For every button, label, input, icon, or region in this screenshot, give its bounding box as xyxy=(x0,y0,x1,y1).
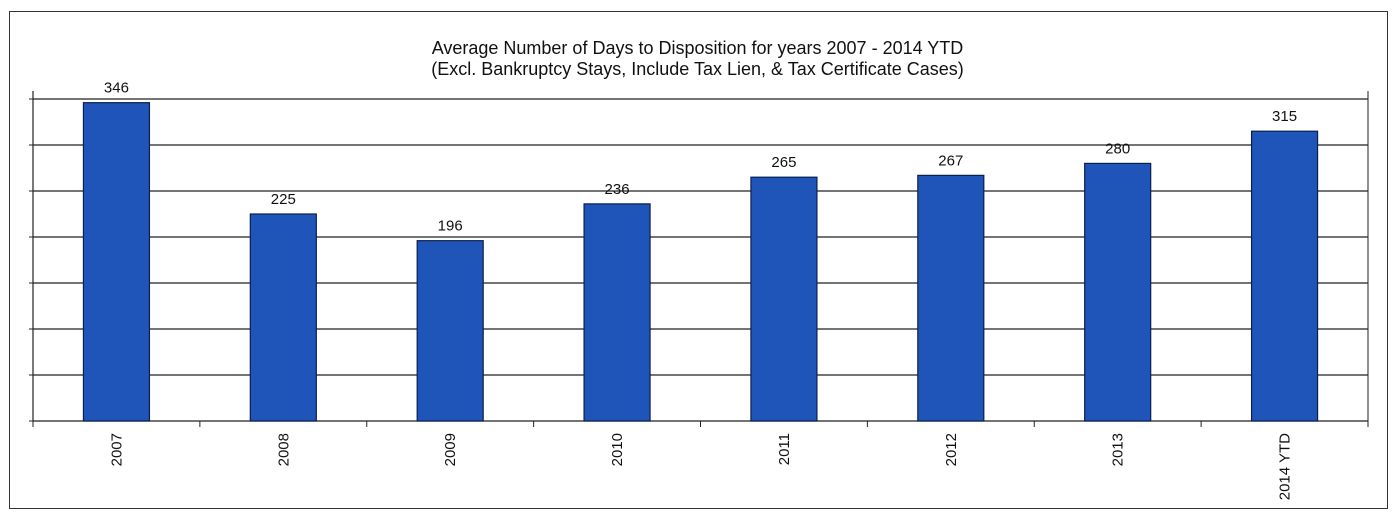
data-label: 196 xyxy=(438,218,463,235)
category-label: 2010 xyxy=(609,433,626,466)
bar-2008 xyxy=(249,213,317,422)
category-label: 2014 YTD xyxy=(1277,433,1294,500)
category-label: 2009 xyxy=(442,433,459,466)
bar-2014-ytd xyxy=(1250,130,1319,422)
data-label: 267 xyxy=(938,152,963,169)
chart-title-block: Average Number of Days to Disposition fo… xyxy=(0,38,1395,80)
data-label: 236 xyxy=(605,181,630,198)
bar-2013 xyxy=(1084,162,1152,422)
bar-2012 xyxy=(917,174,985,422)
bars xyxy=(82,102,1319,422)
data-label: 225 xyxy=(271,191,296,208)
category-label: 2011 xyxy=(776,433,793,465)
category-label: 2008 xyxy=(275,433,292,466)
chart-title: Average Number of Days to Disposition fo… xyxy=(431,38,964,58)
bar-2007 xyxy=(82,102,151,422)
data-label: 280 xyxy=(1105,140,1130,157)
category-label: 2007 xyxy=(108,433,125,466)
bar-2009 xyxy=(416,240,484,422)
data-label: 346 xyxy=(104,80,129,97)
plot-area xyxy=(33,91,1368,421)
data-label: 265 xyxy=(771,154,796,171)
bar-2011 xyxy=(750,176,818,422)
chart-subtitle: (Excl. Bankruptcy Stays, Include Tax Lie… xyxy=(431,59,964,79)
category-label: 2013 xyxy=(1110,433,1127,466)
data-label: 315 xyxy=(1272,108,1297,125)
category-label: 2012 xyxy=(943,433,960,466)
bar-2010 xyxy=(583,203,651,422)
